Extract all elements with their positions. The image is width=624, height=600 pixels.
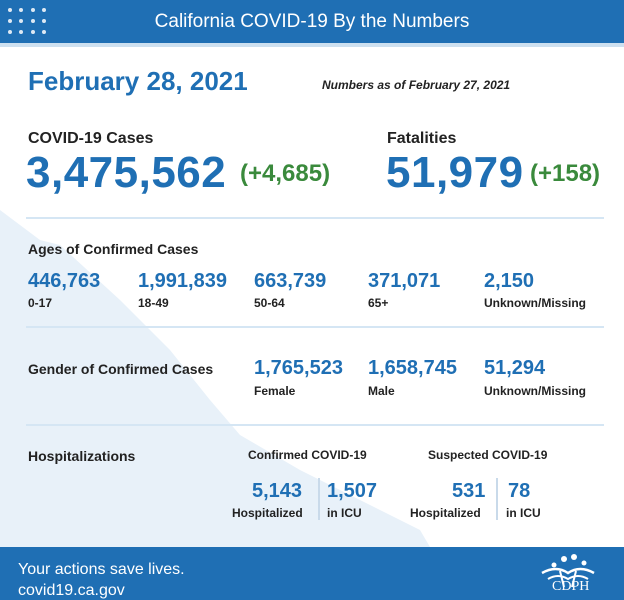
cdph-logo-text: CDPH [552, 579, 590, 594]
fatalities-total: 51,979 [386, 148, 524, 197]
age-value-50-64: 663,739 [254, 270, 327, 292]
age-label-0-17: 0-17 [28, 296, 53, 310]
confirmed-hospitalized-value: 5,143 [252, 480, 303, 502]
confirmed-icu-value: 1,507 [327, 480, 378, 502]
gender-label-female: Female [254, 384, 296, 398]
gender-label-male: Male [368, 384, 395, 398]
gender-value-unknown: 51,294 [484, 357, 546, 379]
fatalities-delta: (+158) [530, 160, 601, 187]
footer-url[interactable]: covid19.ca.gov [18, 582, 125, 599]
footer-tagline: Your actions save lives. [18, 561, 185, 578]
ages-heading: Ages of Confirmed Cases [28, 241, 199, 257]
section-divider [26, 217, 604, 219]
age-label-50-64: 50-64 [254, 296, 285, 310]
age-label-18-49: 18-49 [138, 296, 169, 310]
age-label-unknown: Unknown/Missing [484, 296, 586, 310]
cases-total: 3,475,562 [26, 148, 227, 197]
report-date: February 28, 2021 [28, 66, 248, 96]
gender-label-unknown: Unknown/Missing [484, 384, 586, 398]
age-value-18-49: 1,991,839 [138, 270, 227, 292]
gender-heading: Gender of Confirmed Cases [28, 361, 214, 377]
section-divider [26, 326, 604, 328]
cases-delta: (+4,685) [240, 160, 331, 187]
cases-label: COVID-19 Cases [28, 130, 154, 147]
as-of-note: Numbers as of February 27, 2021 [322, 78, 511, 92]
suspected-icu-value: 78 [508, 480, 531, 502]
vertical-separator [318, 478, 320, 520]
section-divider [26, 424, 604, 426]
header-bar: California COVID-19 By the Numbers [0, 0, 624, 43]
cdph-logo-icon [541, 554, 595, 588]
vertical-separator [496, 478, 498, 520]
header-underline [0, 43, 624, 47]
age-value-unknown: 2,150 [484, 270, 535, 292]
suspected-heading: Suspected COVID-19 [428, 448, 548, 462]
footer-bar: Your actions save lives. covid19.ca.gov … [0, 547, 624, 600]
dots-icon [4, 4, 50, 38]
gender-value-female: 1,765,523 [254, 357, 343, 379]
suspected-hospitalized-value: 531 [452, 480, 486, 502]
suspected-icu-label: in ICU [506, 506, 541, 520]
suspected-hospitalized-label: Hospitalized [410, 506, 481, 520]
age-value-0-17: 446,763 [28, 270, 101, 292]
california-map-silhouette [0, 210, 430, 547]
confirmed-hospitalized-label: Hospitalized [232, 506, 303, 520]
hospitalizations-heading: Hospitalizations [28, 448, 136, 464]
confirmed-heading: Confirmed COVID-19 [248, 448, 367, 462]
confirmed-icu-label: in ICU [327, 506, 362, 520]
gender-value-male: 1,658,745 [368, 357, 457, 379]
fatalities-label: Fatalities [387, 130, 457, 147]
age-label-65-plus: 65+ [368, 296, 389, 310]
page-title: California COVID-19 By the Numbers [154, 11, 470, 32]
age-value-65-plus: 371,071 [368, 270, 441, 292]
